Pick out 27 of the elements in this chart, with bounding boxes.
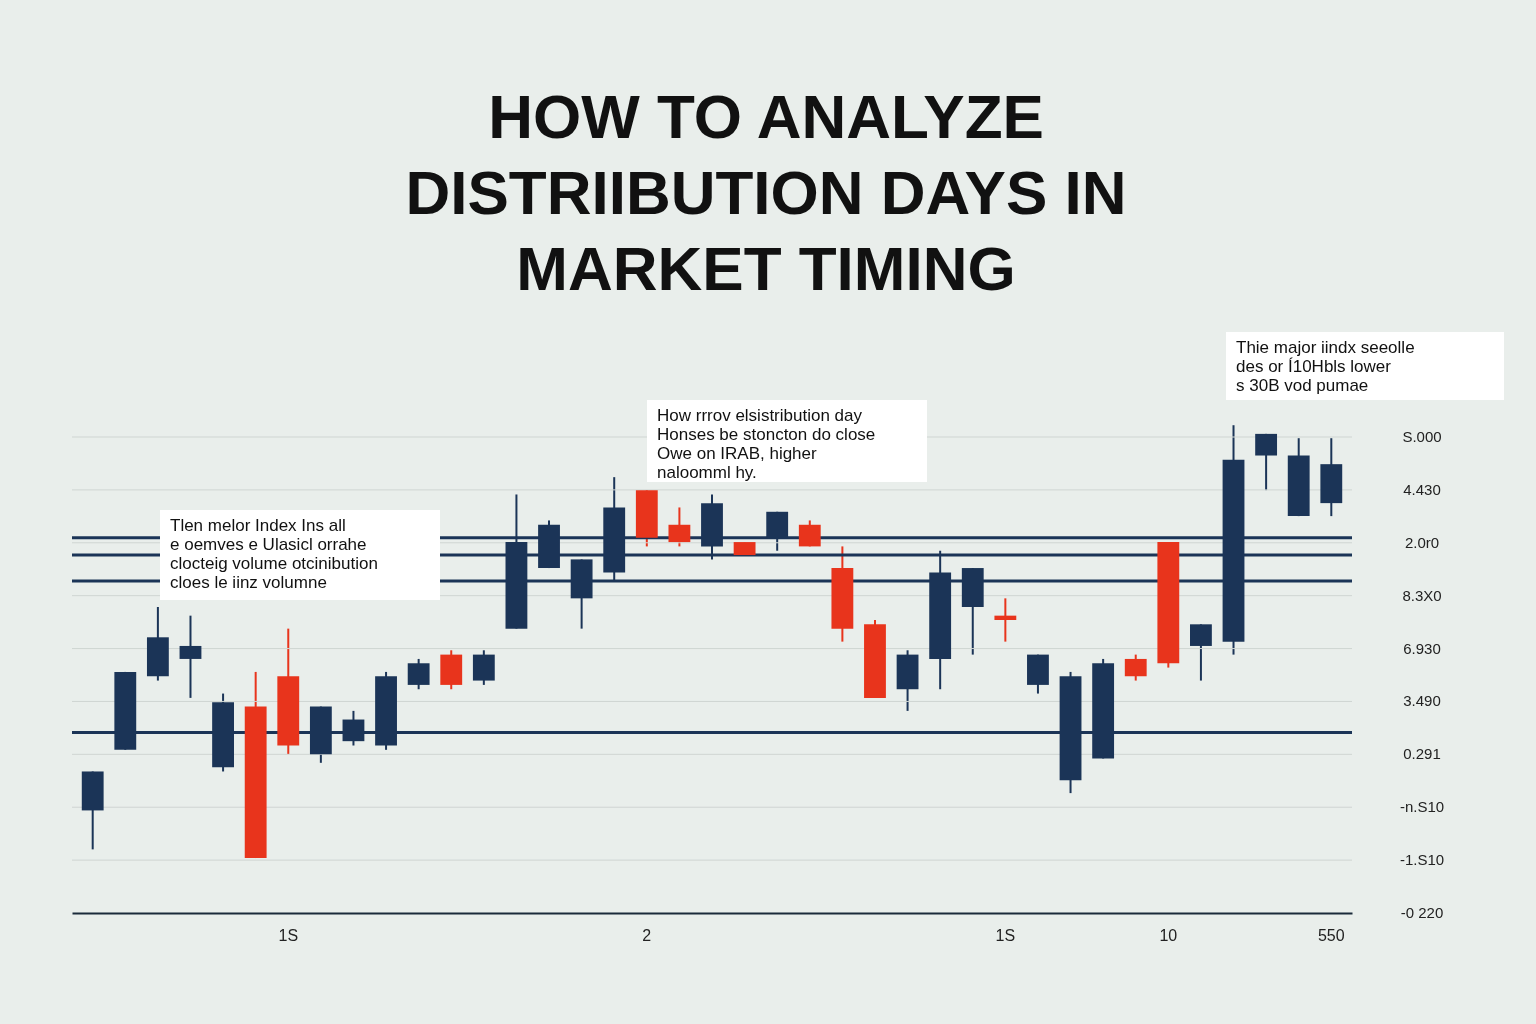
- text: 0.291: [1403, 745, 1441, 763]
- x-tick-label: 1S: [995, 926, 1016, 944]
- annotation: Tlen melor Index Ins all e oemves e Ulasicl orrahe clocteig volume otcinibution cloes le iinz volumne: [170, 516, 378, 592]
- text: -0 220: [1400, 904, 1444, 921]
- x-tick-label: 2: [642, 926, 652, 944]
- candlestick: [994, 597, 1017, 643]
- text: Thie major iindx seeolle des or Í10Hbls lower s 30B vod pumae: [1236, 338, 1415, 395]
- chart-title: HOW TO ANALYZE DISTRIIBUTION DAYS IN MARKET TIMING: [405, 82, 1127, 303]
- annotation: How rrrov elsistribution day Honses be stoncton do close Owe on IRAB, higher naloomml hy.: [657, 406, 876, 482]
- text: -1.S10: [1399, 851, 1445, 869]
- text: 2.0r0: [1404, 533, 1440, 551]
- candlestick: [1190, 623, 1212, 682]
- candlestick: [1255, 432, 1278, 492]
- candlestick: [1124, 653, 1147, 682]
- x-tick-label: 1S: [278, 926, 299, 944]
- x-tick-label: 550: [1317, 926, 1345, 944]
- text: -n.S10: [1399, 798, 1445, 816]
- candlestick: [668, 506, 691, 548]
- text: 3.490: [1403, 692, 1441, 710]
- text: 4.430: [1403, 480, 1441, 498]
- candlestick: [407, 657, 430, 691]
- text: S.000: [1402, 428, 1442, 445]
- text: 6.930: [1403, 639, 1441, 657]
- candlestick: [798, 519, 821, 548]
- x-tick-label: 10: [1159, 926, 1178, 944]
- text: 8.3X0: [1402, 586, 1442, 604]
- candlestick: [179, 614, 202, 699]
